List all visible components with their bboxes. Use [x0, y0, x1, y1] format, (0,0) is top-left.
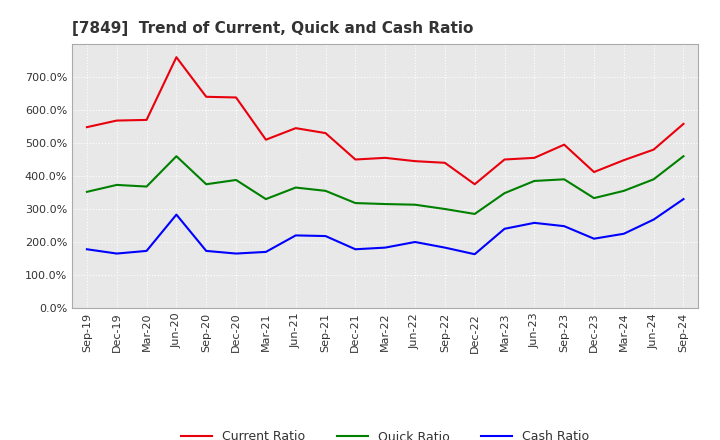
Current Ratio [649, 147, 658, 152]
Quick Ratio [232, 177, 240, 183]
Current Ratio [441, 160, 449, 165]
Cash Ratio [202, 248, 210, 253]
Current Ratio [590, 169, 598, 175]
Current Ratio [202, 94, 210, 99]
Cash Ratio [619, 231, 628, 236]
Cash Ratio [112, 251, 121, 256]
Current Ratio [232, 95, 240, 100]
Current Ratio [381, 155, 390, 161]
Line: Quick Ratio: Quick Ratio [87, 156, 683, 214]
Text: [7849]  Trend of Current, Quick and Cash Ratio: [7849] Trend of Current, Quick and Cash … [72, 21, 473, 36]
Current Ratio [500, 157, 509, 162]
Legend: Current Ratio, Quick Ratio, Cash Ratio: Current Ratio, Quick Ratio, Cash Ratio [176, 425, 594, 440]
Quick Ratio [112, 182, 121, 187]
Quick Ratio [590, 195, 598, 201]
Cash Ratio [261, 249, 270, 254]
Quick Ratio [202, 182, 210, 187]
Quick Ratio [292, 185, 300, 190]
Cash Ratio [381, 245, 390, 250]
Quick Ratio [381, 202, 390, 207]
Current Ratio [619, 158, 628, 163]
Cash Ratio [410, 239, 419, 245]
Cash Ratio [351, 246, 360, 252]
Quick Ratio [351, 201, 360, 206]
Quick Ratio [500, 191, 509, 196]
Cash Ratio [500, 226, 509, 231]
Current Ratio [560, 142, 569, 147]
Current Ratio [112, 118, 121, 123]
Current Ratio [679, 121, 688, 127]
Cash Ratio [172, 212, 181, 217]
Quick Ratio [679, 154, 688, 159]
Cash Ratio [441, 245, 449, 250]
Line: Current Ratio: Current Ratio [87, 57, 683, 184]
Current Ratio [143, 117, 151, 122]
Current Ratio [83, 125, 91, 130]
Line: Cash Ratio: Cash Ratio [87, 199, 683, 254]
Cash Ratio [292, 233, 300, 238]
Current Ratio [410, 158, 419, 164]
Quick Ratio [470, 211, 479, 216]
Quick Ratio [410, 202, 419, 207]
Cash Ratio [83, 246, 91, 252]
Cash Ratio [590, 236, 598, 241]
Current Ratio [172, 55, 181, 60]
Cash Ratio [649, 217, 658, 222]
Quick Ratio [83, 189, 91, 194]
Current Ratio [321, 130, 330, 136]
Quick Ratio [619, 188, 628, 194]
Quick Ratio [560, 176, 569, 182]
Current Ratio [470, 182, 479, 187]
Quick Ratio [143, 184, 151, 189]
Cash Ratio [530, 220, 539, 225]
Cash Ratio [560, 224, 569, 229]
Cash Ratio [232, 251, 240, 256]
Cash Ratio [470, 252, 479, 257]
Quick Ratio [649, 176, 658, 182]
Quick Ratio [261, 196, 270, 202]
Quick Ratio [321, 188, 330, 194]
Cash Ratio [143, 248, 151, 253]
Current Ratio [292, 125, 300, 131]
Cash Ratio [679, 196, 688, 202]
Quick Ratio [441, 206, 449, 212]
Current Ratio [261, 137, 270, 142]
Quick Ratio [530, 178, 539, 183]
Cash Ratio [321, 233, 330, 238]
Quick Ratio [172, 154, 181, 159]
Current Ratio [530, 155, 539, 161]
Current Ratio [351, 157, 360, 162]
